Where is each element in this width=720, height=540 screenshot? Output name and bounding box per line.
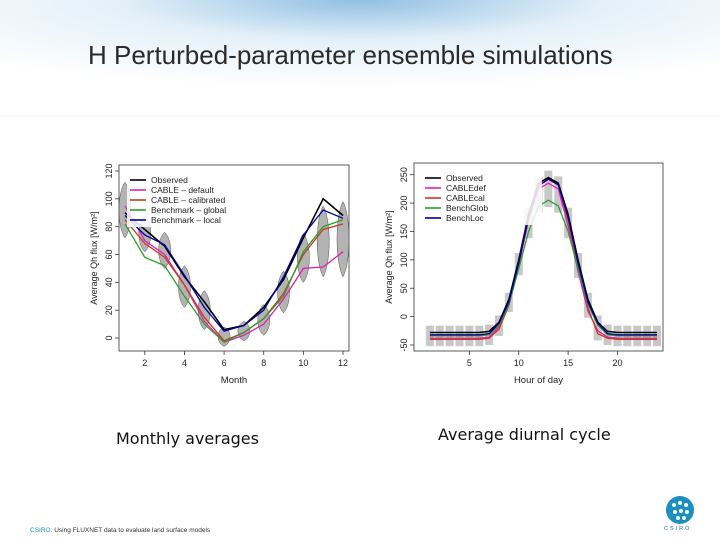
- diurnal-chart: 5 10 15 20 -50 0 50 100 150 200 250 Hour of day Aver…: [384, 162, 664, 386]
- legend-label-1: Observed: [151, 175, 188, 185]
- caption-diurnal: Average diurnal cycle: [438, 425, 611, 444]
- x-tick-label-3: 15: [563, 358, 573, 368]
- ensemble-spread-14: [554, 176, 563, 213]
- x-tick-label-4: 8: [261, 358, 266, 368]
- y-tick-label-2: 0: [399, 314, 409, 319]
- legend-label-4: BenchGlob: [446, 203, 488, 213]
- y-tick-label-3: 40: [104, 277, 114, 287]
- logo-text: CSIRO: [664, 526, 692, 532]
- x-axis-label: Month: [221, 375, 247, 386]
- legend-label-5: BenchLoc: [446, 213, 485, 223]
- x-tick-label-6: 12: [338, 358, 348, 368]
- legend-label-2: CABLEdef: [446, 183, 486, 193]
- series-line-4: [429, 199, 657, 337]
- plot-frame: [118, 164, 350, 352]
- series-line-2: [429, 182, 657, 339]
- ensemble-spread-18: [593, 315, 602, 341]
- legend: ObservedCABLEdefCABLEcalBenchGlobBenchLo…: [422, 171, 542, 225]
- slide-title: H Perturbed-parameter ensemble simulatio…: [88, 40, 613, 70]
- series-line-5: [429, 178, 657, 336]
- legend-label-1: Observed: [446, 173, 483, 183]
- x-tick-label-2: 4: [182, 358, 187, 368]
- ensemble-spread-13: [544, 170, 553, 208]
- y-tick-label-1: -50: [399, 338, 409, 351]
- legend-label-3: CABLEcal: [446, 193, 485, 203]
- x-tick-label-2: 10: [514, 358, 524, 368]
- csiro-logo-icon: [666, 496, 694, 524]
- y-tick-label-6: 100: [104, 191, 114, 206]
- series-line-1: [429, 176, 657, 334]
- x-tick-label-1: 5: [467, 358, 472, 368]
- legend-box: [422, 171, 542, 225]
- y-tick-label-5: 150: [399, 224, 409, 239]
- series-line-3: [124, 219, 344, 342]
- y-tick-label-7: 120: [104, 163, 114, 178]
- y-tick-label-7: 250: [399, 167, 409, 182]
- ensemble-spread-1: [425, 325, 434, 347]
- x-tick-label-4: 20: [612, 358, 622, 368]
- legend-label-3: CABLE – calibrated: [151, 195, 225, 205]
- plot-frame: [413, 162, 664, 352]
- y-tick-label-4: 60: [104, 250, 114, 260]
- x-tick-label-1: 2: [142, 358, 147, 368]
- y-axis-label: Average Qh flux [W/m²]: [89, 211, 99, 304]
- header-glow: [0, 0, 720, 118]
- legend-label-5: Benchmark – local: [151, 215, 221, 225]
- y-tick-label-3: 50: [399, 283, 409, 293]
- footer: CSIRO. Using FLUXNET data to evaluate la…: [30, 527, 210, 534]
- footer-text: Using FLUXNET data to evaluate land surf…: [54, 527, 211, 534]
- x-tick-label-3: 6: [222, 358, 227, 368]
- series-line-2: [124, 205, 344, 343]
- y-axis-label: Average Qh flux [W/m²]: [384, 210, 394, 303]
- y-tick-label-2: 20: [104, 305, 114, 315]
- legend-label-2: CABLE – default: [151, 185, 214, 195]
- slide-header: H Perturbed-parameter ensemble simulatio…: [0, 0, 720, 118]
- violin-7: [237, 321, 251, 342]
- violin-11: [317, 205, 330, 278]
- legend-label-4: Benchmark – global: [151, 205, 226, 215]
- y-tick-label-1: 0: [104, 336, 114, 341]
- caption-monthly: Monthly averages: [116, 429, 259, 448]
- x-tick-label-5: 10: [298, 358, 308, 368]
- footer-brand: CSIRO.: [30, 527, 53, 534]
- series-line-4: [124, 219, 344, 343]
- legend-box: [127, 173, 247, 227]
- y-tick-label-6: 200: [399, 196, 409, 211]
- y-tick-label-5: 80: [104, 222, 114, 232]
- y-tick-label-4: 100: [399, 252, 409, 267]
- series-line-5: [124, 209, 344, 332]
- x-axis-label: Hour of day: [514, 375, 563, 386]
